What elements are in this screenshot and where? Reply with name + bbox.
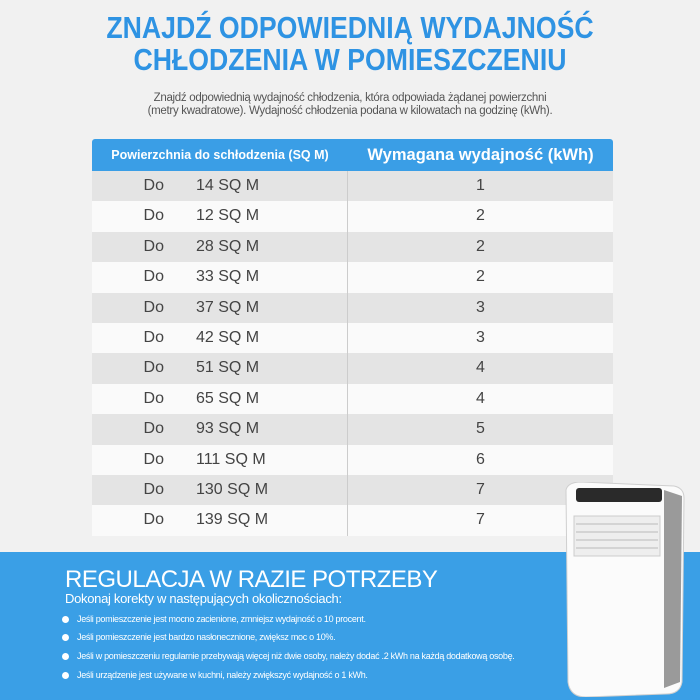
area-prefix: Do xyxy=(143,298,164,316)
area-cell: Do 111 SQ M xyxy=(92,444,348,475)
adjust-subtitle: Dokonaj korekty w następujących okoliczn… xyxy=(65,591,342,606)
area-value: 28 SQ M xyxy=(196,237,260,255)
bullet-text: Jeśli w pomieszczeniu regularnie przebyw… xyxy=(77,651,515,661)
subtitle: Znajdź odpowiednią wydajność chłodzenia,… xyxy=(0,92,700,118)
area-cell: Do 14 SQ M xyxy=(92,171,348,202)
area-value: 51 SQ M xyxy=(196,359,260,377)
table-row: Do 65 SQ M 4 xyxy=(92,383,613,415)
area-cell: Do 139 SQ M xyxy=(92,505,348,536)
table-row: Do 42 SQ M 3 xyxy=(92,322,613,354)
area-value: 65 SQ M xyxy=(196,389,260,407)
adjust-title: REGULACJA W RAZIE POTRZEBY xyxy=(65,566,438,593)
table-row: Do 111 SQ M 6 xyxy=(92,444,613,475)
table-row: Do 12 SQ M 2 xyxy=(92,201,613,232)
area-prefix: Do xyxy=(143,420,164,438)
area-cell: Do 51 SQ M xyxy=(92,353,348,384)
area-cell: Do 12 SQ M xyxy=(92,201,348,232)
area-prefix: Do xyxy=(143,268,164,286)
capacity-cell: 2 xyxy=(476,207,485,225)
bullet-text: Jeśli urządzenie jest używane w kuchni, … xyxy=(77,670,368,680)
area-value: 93 SQ M xyxy=(196,420,260,438)
capacity-cell: 4 xyxy=(476,389,485,407)
table-row: Do 130 SQ M 7 xyxy=(92,474,613,506)
area-value: 14 SQ M xyxy=(196,177,260,194)
area-value: 37 SQ M xyxy=(196,298,260,316)
area-prefix: Do xyxy=(143,480,164,498)
table-row: Do 51 SQ M 4 xyxy=(92,353,613,384)
adjust-bullet: Jeśli w pomieszczeniu regularnie przebyw… xyxy=(62,651,515,661)
capacity-cell: 1 xyxy=(476,177,485,194)
capacity-cell: 2 xyxy=(476,237,485,255)
subtitle-line-2: (metry kwadratowe). Wydajność chłodzenia… xyxy=(147,105,553,117)
area-prefix: Do xyxy=(143,511,164,529)
area-cell: Do 65 SQ M xyxy=(92,383,348,415)
bullet-icon xyxy=(62,615,69,623)
area-value: 42 SQ M xyxy=(196,328,260,346)
table-row: Do 28 SQ M 2 xyxy=(92,231,613,263)
capacity-cell: 3 xyxy=(476,298,485,316)
capacity-cell: 4 xyxy=(476,359,485,377)
area-prefix: Do xyxy=(143,207,164,225)
area-value: 130 SQ M xyxy=(196,480,269,498)
area-cell: Do 28 SQ M xyxy=(92,231,348,263)
area-prefix: Do xyxy=(143,389,164,407)
area-cell: Do 37 SQ M xyxy=(92,292,348,323)
capacity-cell: 5 xyxy=(476,420,485,438)
area-prefix: Do xyxy=(143,359,164,377)
area-cell: Do 33 SQ M xyxy=(92,262,348,293)
adjust-bullet: Jeśli urządzenie jest używane w kuchni, … xyxy=(62,670,368,680)
table-body: Do 14 SQ M 1 Do 12 SQ M 2 Do 28 SQ M 2 Do 33 SQ M 2… xyxy=(92,171,613,536)
area-prefix: Do xyxy=(143,450,164,468)
title-line-2: CHŁODZENIA W POMIESZCZENIU xyxy=(133,42,567,77)
capacity-table: Powierzchnia do schłodzenia (SQ M) Wymag… xyxy=(92,139,613,536)
bullet-icon xyxy=(62,633,69,641)
area-cell: Do 130 SQ M xyxy=(92,474,348,506)
capacity-cell: 7 xyxy=(476,511,485,529)
adjust-bullet: Jeśli pomieszczenie jest mocno zacienion… xyxy=(62,614,366,624)
area-value: 33 SQ M xyxy=(196,268,260,286)
capacity-cell: 2 xyxy=(476,268,485,286)
capacity-cell: 3 xyxy=(476,328,485,346)
area-cell: Do 42 SQ M xyxy=(92,322,348,354)
area-prefix: Do xyxy=(143,237,164,255)
bullet-text: Jeśli pomieszczenie jest bardzo nasłonec… xyxy=(77,632,336,642)
subtitle-line-1: Znajdź odpowiednią wydajność chłodzenia,… xyxy=(153,92,547,104)
header-area: Powierzchnia do schłodzenia (SQ M) xyxy=(111,148,329,162)
table-row: Do 139 SQ M 7 xyxy=(92,505,613,536)
page-title: ZNAJDŹ ODPOWIEDNIĄ WYDAJNOŚĆ CHŁODZENIA … xyxy=(49,12,651,76)
table-row: Do 93 SQ M 5 xyxy=(92,414,613,445)
area-value: 12 SQ M xyxy=(196,207,260,225)
area-cell: Do 93 SQ M xyxy=(92,414,348,445)
table-row: Do 37 SQ M 3 xyxy=(92,292,613,323)
area-prefix: Do xyxy=(143,328,164,346)
adjust-bullet: Jeśli pomieszczenie jest bardzo nasłonec… xyxy=(62,632,336,642)
table-row: Do 14 SQ M 1 xyxy=(92,171,613,202)
area-prefix: Do xyxy=(143,177,164,194)
bullet-icon xyxy=(62,652,69,660)
header-capacity: Wymagana wydajność (kWh) xyxy=(367,146,594,164)
table-header: Powierzchnia do schłodzenia (SQ M) Wymag… xyxy=(92,139,613,171)
bullet-text: Jeśli pomieszczenie jest mocno zacienion… xyxy=(77,614,366,624)
area-value: 111 SQ M xyxy=(196,450,266,468)
air-conditioner-image xyxy=(565,482,685,697)
capacity-cell: 7 xyxy=(476,480,485,498)
title-line-1: ZNAJDŹ ODPOWIEDNIĄ WYDAJNOŚĆ xyxy=(106,10,594,45)
table-row: Do 33 SQ M 2 xyxy=(92,262,613,293)
area-value: 139 SQ M xyxy=(196,511,269,529)
bullet-icon xyxy=(62,671,69,679)
capacity-cell: 6 xyxy=(476,450,485,468)
